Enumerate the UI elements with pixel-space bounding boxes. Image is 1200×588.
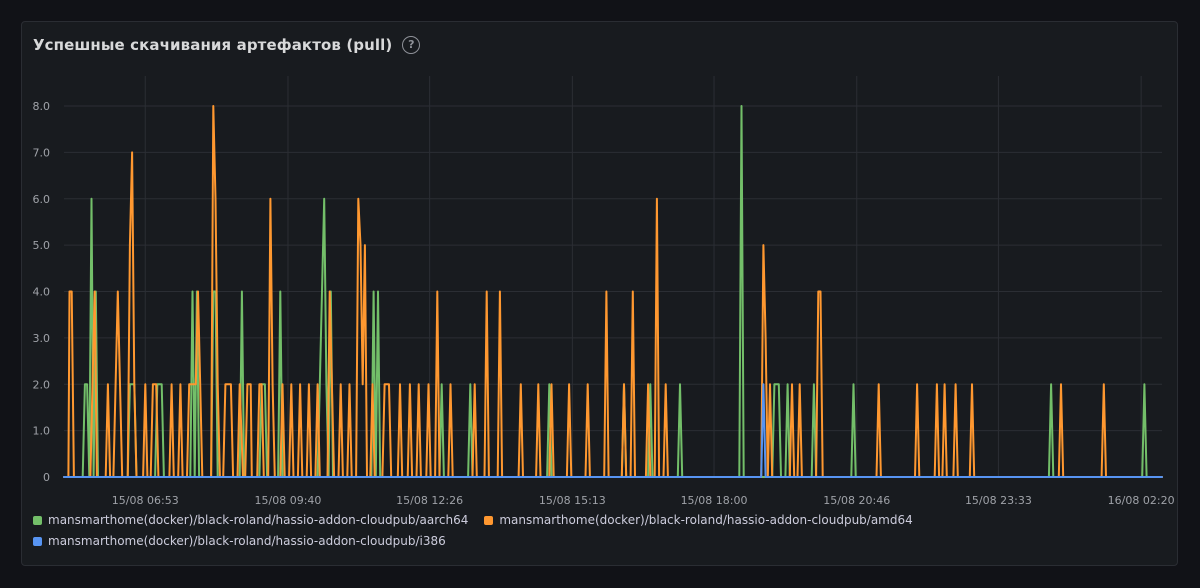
y-tick-label: 2.0 xyxy=(33,378,51,391)
legend-item[interactable]: mansmarthome(docker)/black-roland/hassio… xyxy=(33,533,446,549)
x-tick-label: 16/08 02:20 xyxy=(1108,494,1175,507)
x-tick-label: 15/08 23:33 xyxy=(965,494,1032,507)
legend-label: mansmarthome(docker)/black-roland/hassio… xyxy=(48,513,469,527)
panel-header: Успешные скачивания артефактов (pull) ? xyxy=(33,34,421,56)
y-tick-label: 8.0 xyxy=(33,100,51,113)
legend-swatch xyxy=(484,515,494,525)
legend-swatch xyxy=(33,515,42,525)
y-tick-label: 4.0 xyxy=(33,286,51,299)
x-tick-label: 15/08 06:53 xyxy=(112,494,179,507)
y-tick-label: 3.0 xyxy=(33,332,51,345)
legend-item[interactable]: mansmarthome(docker)/black-roland/hassio… xyxy=(33,512,468,528)
legend-swatch xyxy=(33,536,42,546)
legend-label: mansmarthome(docker)/black-roland/hassio… xyxy=(48,534,446,548)
chart-legend: mansmarthome(docker)/black-roland/hassio… xyxy=(33,512,1153,549)
x-tick-label: 15/08 12:26 xyxy=(396,494,463,507)
legend-label: mansmarthome(docker)/black-roland/hassio… xyxy=(499,513,913,527)
panel-title: Успешные скачивания артефактов (pull) xyxy=(33,36,393,54)
x-tick-label: 15/08 09:40 xyxy=(255,494,322,507)
y-tick-label: 5.0 xyxy=(33,239,51,252)
legend-item[interactable]: mansmarthome(docker)/black-roland/hassio… xyxy=(484,512,913,528)
question-circle-icon[interactable]: ? xyxy=(402,36,421,54)
y-tick-label: 1.0 xyxy=(33,425,51,438)
x-tick-label: 15/08 18:00 xyxy=(681,494,748,507)
y-tick-label: 7.0 xyxy=(33,146,51,159)
y-tick-label: 6.0 xyxy=(33,193,51,206)
x-tick-label: 15/08 20:46 xyxy=(823,494,890,507)
x-tick-label: 15/08 15:13 xyxy=(539,494,606,507)
series-line-2 xyxy=(63,383,1163,478)
y-tick-label: 0 xyxy=(43,471,50,484)
